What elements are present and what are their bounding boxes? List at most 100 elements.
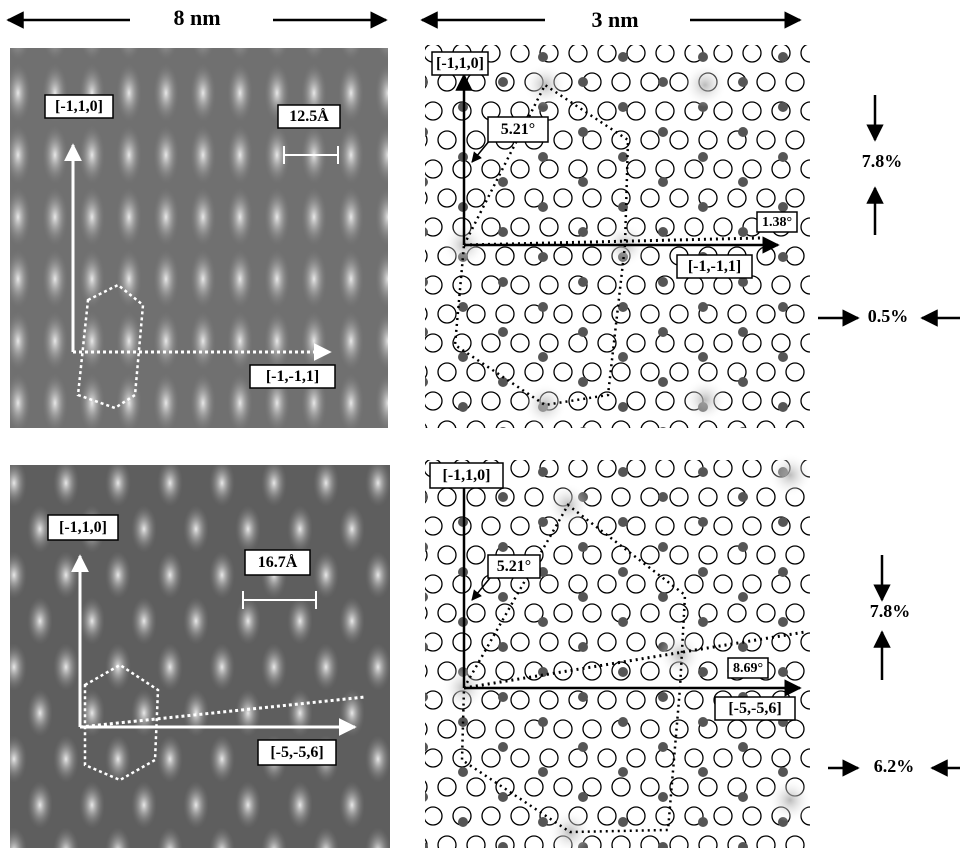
atom-open [757,488,775,506]
atom-filled [578,377,588,387]
atom-open [699,131,717,149]
atom-open [700,15,718,33]
atom-open [409,662,427,680]
atom-open [844,305,862,323]
atom-open [482,160,500,178]
atom-open [656,807,674,825]
atom-open [685,450,703,468]
atom-open [699,836,717,848]
atom-open [786,421,804,439]
atom-open [613,430,631,448]
atom-open [844,421,862,439]
atom-open [656,160,674,178]
atom-open [656,517,674,535]
atom-filled [818,792,828,802]
atom-filled [418,27,428,37]
atom-filled [418,77,428,87]
atom-open [772,334,790,352]
atom-open [467,305,485,323]
atom-filled [818,277,828,287]
atom-open [844,662,862,680]
atom-open [786,720,804,738]
atom-filled [498,742,508,752]
atom-filled [578,542,588,552]
atom-filled [898,377,908,387]
atom-open [612,836,630,848]
atom-open [554,546,572,564]
atom-open [627,807,645,825]
atom-filled [658,842,668,848]
atom-filled [578,792,588,802]
atom-open [409,247,427,265]
atom-open [757,131,775,149]
atom-open [786,247,804,265]
atom-filled [498,492,508,502]
atom-open [757,73,775,91]
atom-filled [578,27,588,37]
atom-open [554,131,572,149]
atom-filled [498,692,508,702]
atom-filled [898,542,908,552]
label: 7.8% [862,151,903,171]
atom-open [699,778,717,796]
atom-filled [898,127,908,137]
atom-open [497,15,515,33]
atom-open [395,102,413,120]
label: 3 nm [591,7,638,32]
atom-filled [818,177,828,187]
atom-open [381,430,399,448]
atom-open [467,189,485,207]
atom-open [526,15,544,33]
atom-open [511,160,529,178]
atom-filled [538,817,548,827]
atom-open [612,363,630,381]
atom-open [728,421,746,439]
label: [-1,1,0] [436,55,484,72]
atom-open [627,459,645,477]
atom-filled [498,792,508,802]
atom-open [424,749,442,767]
atom-filled [578,327,588,337]
atom-filled [538,152,548,162]
atom-open [641,778,659,796]
atom-open [583,421,601,439]
atom-filled [818,327,828,337]
atom-filled [858,252,868,262]
atom-filled [418,792,428,802]
atom-open [830,276,848,294]
label: [-1,1,0] [443,467,491,484]
atom-open [801,44,819,62]
atom-filled [658,692,668,702]
atom-open [381,15,399,33]
atom-filled [538,52,548,62]
atom-open [612,488,630,506]
atom-open [540,575,558,593]
atom-filled [818,227,828,237]
atom-open [844,73,862,91]
atom-open [801,276,819,294]
atom-open [801,633,819,651]
atom-filled [738,177,748,187]
atom-open [598,450,616,468]
atom-open [598,459,616,477]
atom-open [815,604,833,622]
atom-open [496,604,514,622]
atom-filled [658,377,668,387]
atom-open [598,691,616,709]
atom-open [583,662,601,680]
atom-open [714,807,732,825]
atom-open [540,450,558,468]
atom-filled [698,567,708,577]
atom-open [468,430,486,448]
atom-open [511,517,529,535]
atom-open [801,392,819,410]
atom-filled [578,427,588,437]
atom-open [787,430,805,448]
atom-filled [578,742,588,752]
atom-open [540,691,558,709]
atom-open [714,633,732,651]
atom-filled [498,177,508,187]
atom-filled [618,102,628,112]
atom-filled [738,227,748,237]
atom-filled [738,327,748,337]
